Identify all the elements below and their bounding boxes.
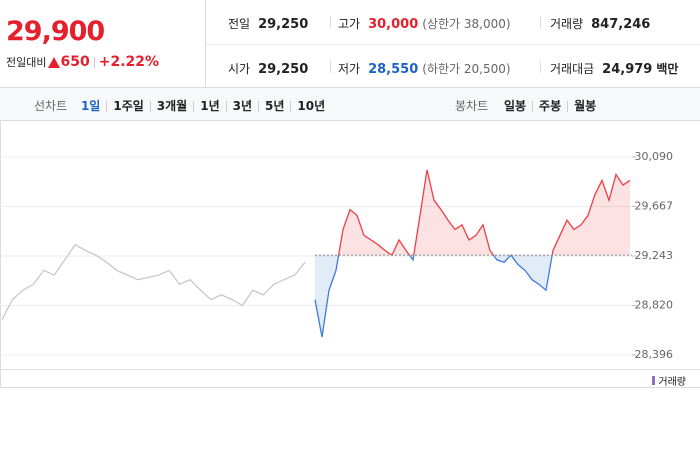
line xyxy=(1,243,306,320)
stat-label: 거래량 xyxy=(550,17,584,31)
chart: 30,090 29,667 29,243 28,820 28,396 xyxy=(0,121,674,369)
stat-value: 29,250 xyxy=(258,17,309,32)
tab[interactable]: 1일 xyxy=(80,99,101,113)
tab-separator xyxy=(193,101,195,112)
tab-group-label: 선차트 xyxy=(34,99,68,113)
stat-label: 저가 xyxy=(338,62,361,76)
legend: 거래량 xyxy=(652,373,686,388)
volume-strip: 거래량 xyxy=(0,369,700,388)
up-icon xyxy=(48,56,61,68)
legend-label: 거래량 xyxy=(658,377,686,388)
stat-label: 거래대금 xyxy=(550,62,595,76)
divider xyxy=(206,44,700,45)
tab-group-label: 봉차트 xyxy=(455,99,489,113)
stat: 고가 30,000 (상한가 38,000) xyxy=(338,15,511,32)
change-label: 전일대비 xyxy=(6,56,47,69)
tab-separator xyxy=(225,101,227,112)
stat: 시가 29,250 xyxy=(228,60,308,77)
tab[interactable]: 주봉 xyxy=(539,99,562,113)
change-rate: +2.22% xyxy=(98,54,160,70)
price: 29,900 xyxy=(6,16,105,47)
y-tick-label: 29,667 xyxy=(635,199,674,212)
tab[interactable]: 10년 xyxy=(297,99,326,113)
legend-swatch xyxy=(652,376,656,385)
stat-value: 24,979 xyxy=(602,62,653,77)
tab[interactable]: 월봉 xyxy=(574,99,597,113)
tab[interactable]: 3년 xyxy=(232,99,252,113)
y-tick-label: 30,090 xyxy=(635,150,674,163)
stat-label: 시가 xyxy=(228,62,251,76)
stat: 거래량 847,246 xyxy=(550,15,650,32)
tab-bar: 선차트 1일 1주일 3개월 1년 3년 5년 10년 봉차트 일봉 주봉 월봉 xyxy=(0,88,700,121)
tab[interactable]: 5년 xyxy=(265,99,285,113)
area-up xyxy=(338,169,630,256)
stat-note: (하한가 20,500) xyxy=(422,62,511,76)
tab-separator xyxy=(290,101,292,112)
tab-separator xyxy=(567,101,569,112)
tab-separator xyxy=(532,101,534,112)
quote-panel: 29,900 전일대비 650 +2.22% 전일 29,250 고가 30,000(… xyxy=(0,0,700,88)
stat-value: 847,246 xyxy=(591,17,651,32)
stat-value: 30,000 xyxy=(368,17,419,32)
tab[interactable]: 3개월 xyxy=(156,99,188,113)
stat: 거래대금 24,979 백만 xyxy=(550,60,678,77)
tab[interactable]: 1주일 xyxy=(113,99,144,113)
stat: 전일 29,250 xyxy=(228,15,308,32)
tab[interactable]: 1년 xyxy=(200,99,220,113)
separator xyxy=(330,16,331,28)
separator xyxy=(540,16,541,28)
separator xyxy=(330,61,331,73)
candle-tabs: 봉차트 일봉 주봉 월봉 xyxy=(455,97,596,114)
line-up xyxy=(337,169,631,256)
y-tick-label: 28,820 xyxy=(635,298,674,311)
stat-value: 28,550 xyxy=(368,62,419,77)
change: 650 xyxy=(60,54,90,70)
y-tick-label: 29,243 xyxy=(635,249,674,262)
stat: 저가 28,550 (하한가 20,500) xyxy=(338,60,511,77)
divider xyxy=(205,0,206,88)
separator xyxy=(540,61,541,73)
tab-separator xyxy=(106,101,108,112)
stat-value: 29,250 xyxy=(258,62,309,77)
stat-unit: 백만 xyxy=(656,62,679,76)
stat-note: (상한가 38,000) xyxy=(422,17,511,31)
y-tick-label: 28,396 xyxy=(635,348,674,361)
separator xyxy=(93,56,95,68)
tab-separator xyxy=(149,101,151,112)
line-tabs: 선차트 1일 1주일 3개월 1년 3년 5년 10년 xyxy=(34,97,325,114)
tab[interactable]: 일봉 xyxy=(503,99,527,113)
tab-separator xyxy=(258,101,259,112)
change-row: 전일대비 650 +2.22% xyxy=(6,54,159,70)
stat-label: 고가 xyxy=(338,17,361,31)
stat-label: 전일 xyxy=(228,17,251,31)
